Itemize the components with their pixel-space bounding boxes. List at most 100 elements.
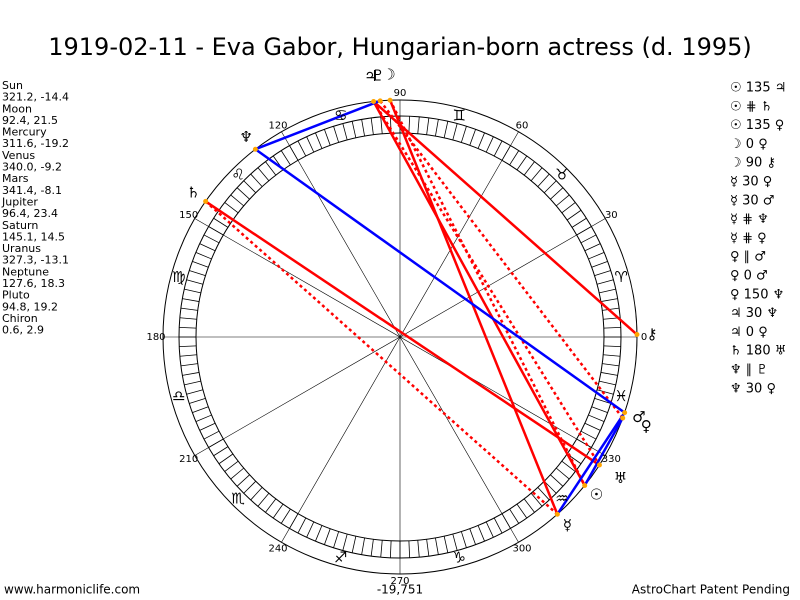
degree-label: 120 [268,121,287,132]
ring-tick [333,126,340,143]
ring-tick [435,537,439,555]
ring-tick [380,116,383,134]
ring-tick [599,380,616,386]
ring-tick [213,446,229,457]
ring-tick [417,540,420,558]
ring-tick [435,119,439,137]
planet-glyph: ♂ [632,408,645,426]
ring-tick [591,406,608,413]
planet-name: Jupiter [1,196,38,209]
planet-point [620,415,626,421]
ring-tick [236,187,250,200]
aspect-entry: ☿ ⋕ ♆ [730,212,769,227]
planet-coords: 96.4, 23.4 [2,207,58,220]
ring-tick [530,493,543,507]
sign-glyph: ♒ [555,489,568,507]
ring-tick [493,517,503,534]
aspect-entry: ♀ ∥ ♂ [730,250,766,265]
planet-name: Moon [2,102,32,115]
ring-tick [213,217,229,228]
planet-coords: 340.0, -9.2 [2,161,62,174]
ring-tick [603,326,621,329]
sign-glyph: ♑ [453,549,466,567]
aspect-line [204,200,559,516]
ring-tick [351,536,357,553]
planet-name: Neptune [2,265,49,278]
planet-point [252,146,258,152]
planet-coords: 145.1, 14.5 [2,230,65,243]
degree-label: 330 [602,454,621,465]
ring-tick [571,217,587,228]
ring-tick [315,132,323,149]
aspect-entry: ♀ 0 ♂ [730,269,768,284]
planet-glyph: ♄ [187,183,200,201]
planet-glyph: ♀ [641,417,652,435]
ring-tick [543,180,557,194]
ring-tick [257,493,270,507]
ring-tick [186,279,204,285]
ring-tick [306,136,315,153]
ring-tick [179,345,197,348]
ring-tick [469,528,476,545]
sign-glyph: ♐ [334,549,347,567]
degree-label: 210 [179,454,198,465]
planet-coords: 321.2, -14.4 [2,91,69,104]
ring-tick [566,209,582,221]
aspect-lines [204,99,638,516]
ring-tick [537,173,550,187]
ring-tick [523,161,535,176]
aspect-entry: ☉ 135 ♀ [730,118,784,133]
ring-tick [516,503,528,519]
ring-tick [179,326,197,329]
planet-name: Sun [2,79,23,92]
planet-glyph: ♆ [240,128,253,146]
ring-tick [315,525,323,542]
ring-tick [603,354,621,357]
aspect-entry: ☉ ⋕ ♄ [730,99,772,114]
ring-tick [199,422,216,431]
aspect-entry: ♆ 30 ♀ [730,381,776,396]
aspect-entry: ♄ 180 ♅ [730,344,786,359]
planet-name: Pluto [2,289,30,302]
planet-glyph: ♅ [614,469,627,487]
planet-point [371,98,377,104]
planet-point [596,462,602,468]
ring-tick [342,123,348,141]
sign-glyph: ♎ [172,387,185,405]
ring-tick [591,261,608,268]
planet-point [622,410,628,416]
aspect-entry: ☽ 90 ⚷ [730,156,776,171]
aspect-entry: ♃ 30 ♆ [730,306,778,321]
planet-glyph: ♇ [371,66,384,84]
house-line [194,218,606,456]
ring-tick [485,521,494,538]
ring-tick [243,480,257,494]
planet-coords: 94.8, 19.2 [2,300,58,313]
footer-left: www.harmoniclife.com [4,583,140,597]
ring-tick [224,460,239,472]
ring-tick [265,161,277,176]
ring-tick [530,167,543,181]
ring-tick [389,116,392,134]
ring-tick [189,397,206,404]
ring-tick [556,194,570,207]
ring-tick [594,397,611,404]
title: 1919-02-11 - Eva Gabor, Hungarian-born a… [48,33,752,61]
ring-tick [230,194,244,207]
planet-coords: 327.3, -13.1 [2,254,69,267]
degree-label: 240 [268,543,287,554]
aspect-entry: ♃ 0 ♀ [730,325,768,340]
planet-glyph: ☽ [382,66,395,84]
planet-glyph: ☿ [563,516,572,534]
ring-tick [180,307,198,311]
ring-tick [218,453,234,465]
degree-label: 300 [512,543,531,554]
ring-tick [389,540,392,558]
aspect-entry: ☽ 0 ♀ [730,137,768,152]
ring-tick [561,202,576,214]
ring-tick [543,480,557,494]
planet-name: Venus [2,149,35,162]
planet-coords: 341.4, -8.1 [2,184,62,197]
planet-glyph: ☉ [590,485,603,503]
aspect-line [379,100,624,419]
